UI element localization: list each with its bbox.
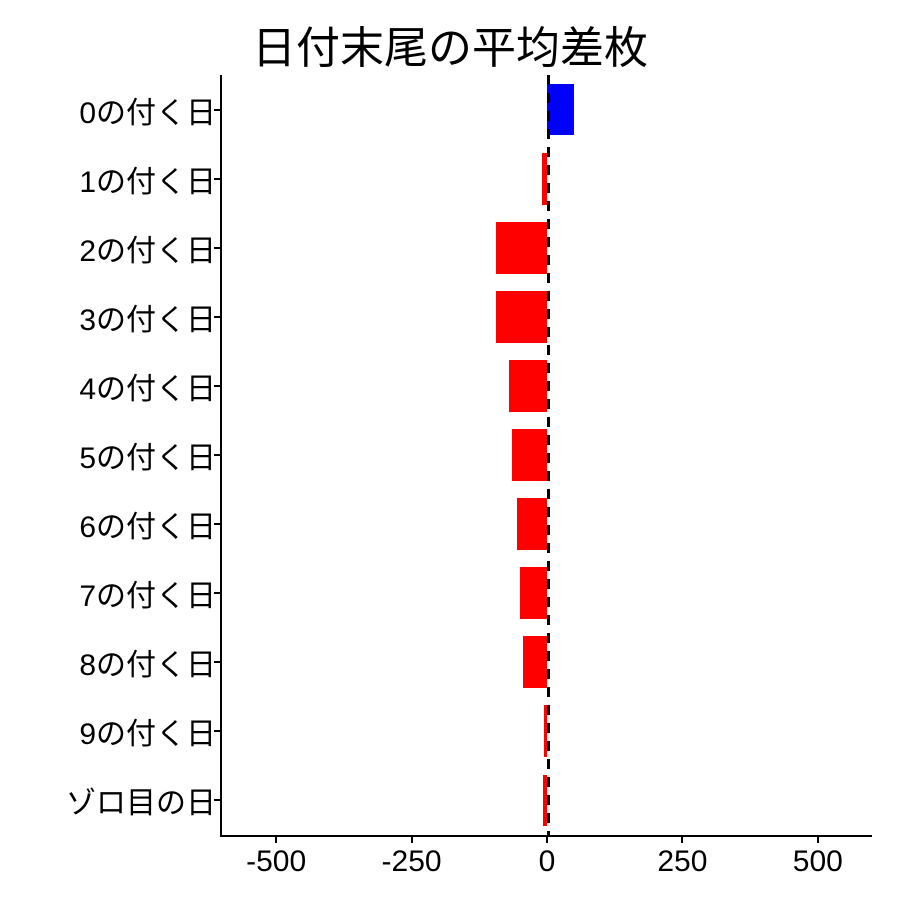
chart-title: 日付末尾の平均差枚: [0, 12, 900, 76]
zero-line: [547, 75, 550, 835]
y-tick-label: 7の付く日: [79, 571, 222, 615]
plot-area: -500-25002505000の付く日 1の付く日 2の付く日 3の付く日 4…: [220, 75, 872, 837]
bar: [520, 567, 547, 619]
bar: [547, 84, 574, 136]
bar: [523, 636, 547, 688]
x-tick-label: -500: [246, 835, 306, 879]
y-tick-label: 9の付く日: [79, 709, 222, 753]
bar: [517, 498, 547, 550]
bar: [512, 429, 547, 481]
chart-container: 日付末尾の平均差枚 -500-25002505000の付く日 1の付く日 2の付…: [0, 0, 900, 900]
y-tick-label: 4の付く日: [79, 364, 222, 408]
bar: [509, 360, 547, 412]
x-tick-label: 0: [539, 835, 556, 879]
y-tick-label: 2の付く日: [79, 226, 222, 270]
y-tick-label: 3の付く日: [79, 295, 222, 339]
x-tick-label: 500: [793, 835, 843, 879]
bar: [496, 291, 547, 343]
y-tick-label: ゾロ目の日: [66, 778, 222, 822]
y-tick-label: 8の付く日: [79, 640, 222, 684]
y-tick-label: 6の付く日: [79, 502, 222, 546]
y-tick-label: 5の付く日: [79, 433, 222, 477]
x-tick-label: -250: [382, 835, 442, 879]
y-tick-label: 0の付く日: [79, 88, 222, 132]
y-tick-label: 1の付く日: [79, 157, 222, 201]
bar: [496, 222, 547, 274]
x-tick-label: 250: [657, 835, 707, 879]
